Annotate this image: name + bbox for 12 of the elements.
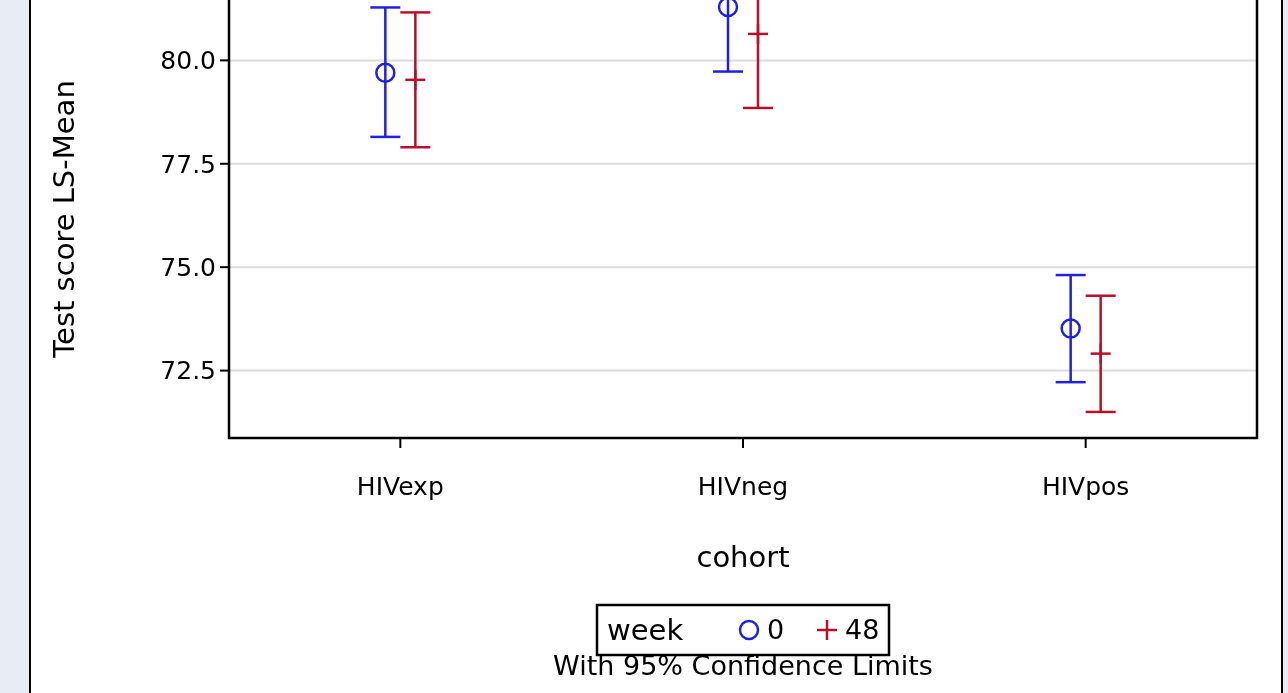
y-axis-title: Test score LS-Mean bbox=[47, 80, 81, 359]
legend-label: 0 bbox=[767, 614, 785, 646]
y-tick-label: 80.0 bbox=[160, 46, 216, 76]
legend-label: 48 bbox=[845, 614, 880, 646]
y-tick-label: 72.5 bbox=[160, 356, 216, 386]
x-axis-title: cohort bbox=[696, 540, 790, 574]
y-tick-label: 77.5 bbox=[160, 149, 216, 179]
x-tick-label: HIVpos bbox=[1041, 472, 1130, 501]
x-tick-label: HIVneg bbox=[697, 472, 789, 501]
y-tick-label: 75.0 bbox=[160, 252, 216, 282]
legend-title: week bbox=[607, 613, 684, 648]
x-tick-label: HIVexp bbox=[356, 472, 444, 501]
